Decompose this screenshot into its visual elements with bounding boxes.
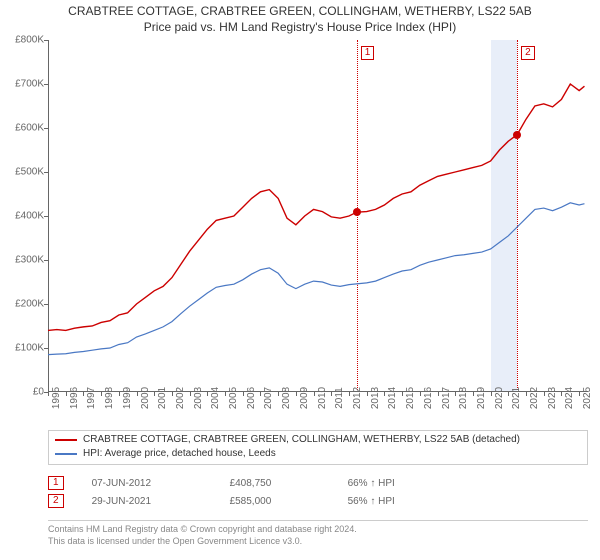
event-vs-hpi: 66% ↑ HPI <box>348 478 395 489</box>
events-table: 1 07-JUN-2012 £408,750 66% ↑ HPI 2 29-JU… <box>48 472 588 521</box>
legend-swatch <box>55 439 77 441</box>
y-tick-label: £0 <box>0 387 44 398</box>
footnote: Contains HM Land Registry data © Crown c… <box>48 524 588 547</box>
x-tick-label: 2010 <box>317 387 328 409</box>
x-tick-label: 2007 <box>263 387 274 409</box>
event-row: 1 07-JUN-2012 £408,750 66% ↑ HPI <box>48 476 588 490</box>
x-tick-label: 2000 <box>140 387 151 409</box>
y-tick-label: £300K <box>0 255 44 266</box>
event-badge: 2 <box>48 494 64 508</box>
event-badge: 1 <box>48 476 64 490</box>
footnote-line: This data is licensed under the Open Gov… <box>48 536 588 548</box>
y-tick-label: £400K <box>0 211 44 222</box>
y-tick-label: £500K <box>0 167 44 178</box>
x-tick-label: 2018 <box>458 387 469 409</box>
legend: CRABTREE COTTAGE, CRABTREE GREEN, COLLIN… <box>48 430 588 465</box>
x-tick-label: 2011 <box>334 387 345 409</box>
x-tick-label: 2021 <box>511 387 522 409</box>
x-tick-label: 2001 <box>157 387 168 409</box>
x-tick-label: 2009 <box>299 387 310 409</box>
line-series-svg <box>48 40 588 392</box>
x-tick-label: 2017 <box>441 387 452 409</box>
chart-container: CRABTREE COTTAGE, CRABTREE GREEN, COLLIN… <box>0 0 600 560</box>
y-tick-label: £800K <box>0 35 44 46</box>
x-tick-label: 2002 <box>175 387 186 409</box>
event-price: £585,000 <box>230 496 320 507</box>
series-line <box>48 84 584 330</box>
event-date: 07-JUN-2012 <box>92 478 202 489</box>
x-tick-label: 2003 <box>193 387 204 409</box>
x-tick-label: 2025 <box>582 387 593 409</box>
x-tick-label: 2014 <box>387 387 398 409</box>
legend-item: HPI: Average price, detached house, Leed… <box>55 447 581 461</box>
legend-item: CRABTREE COTTAGE, CRABTREE GREEN, COLLIN… <box>55 433 581 447</box>
x-tick-label: 2013 <box>370 387 381 409</box>
x-tick-label: 2006 <box>246 387 257 409</box>
y-tick-label: £200K <box>0 299 44 310</box>
x-tick-label: 1995 <box>51 387 62 409</box>
y-tick-label: £600K <box>0 123 44 134</box>
x-tick-label: 2016 <box>423 387 434 409</box>
event-date: 29-JUN-2021 <box>92 496 202 507</box>
chart-title-line1: CRABTREE COTTAGE, CRABTREE GREEN, COLLIN… <box>0 0 600 18</box>
event-dot <box>353 208 361 216</box>
event-dot <box>513 131 521 139</box>
x-tick-label: 2008 <box>281 387 292 409</box>
x-tick-label: 1998 <box>104 387 115 409</box>
event-price: £408,750 <box>230 478 320 489</box>
legend-swatch <box>55 453 77 455</box>
x-tick-label: 2015 <box>405 387 416 409</box>
x-tick-label: 2024 <box>564 387 575 409</box>
chart-title-line2: Price paid vs. HM Land Registry's House … <box>0 18 600 34</box>
footnote-line: Contains HM Land Registry data © Crown c… <box>48 524 588 536</box>
x-tick-label: 2020 <box>494 387 505 409</box>
x-tick-label: 1997 <box>86 387 97 409</box>
x-tick-label: 2012 <box>352 387 363 409</box>
x-tick-label: 2022 <box>529 387 540 409</box>
x-tick-label: 2004 <box>210 387 221 409</box>
event-row: 2 29-JUN-2021 £585,000 56% ↑ HPI <box>48 494 588 508</box>
series-line <box>48 203 584 355</box>
x-tick-label: 1996 <box>69 387 80 409</box>
x-tick-label: 2019 <box>476 387 487 409</box>
event-vs-hpi: 56% ↑ HPI <box>348 496 395 507</box>
x-tick-label: 2023 <box>547 387 558 409</box>
legend-label: HPI: Average price, detached house, Leed… <box>83 447 276 461</box>
x-tick-label: 1999 <box>122 387 133 409</box>
y-tick-label: £100K <box>0 343 44 354</box>
legend-label: CRABTREE COTTAGE, CRABTREE GREEN, COLLIN… <box>83 433 520 447</box>
x-tick-label: 2005 <box>228 387 239 409</box>
y-tick-label: £700K <box>0 79 44 90</box>
